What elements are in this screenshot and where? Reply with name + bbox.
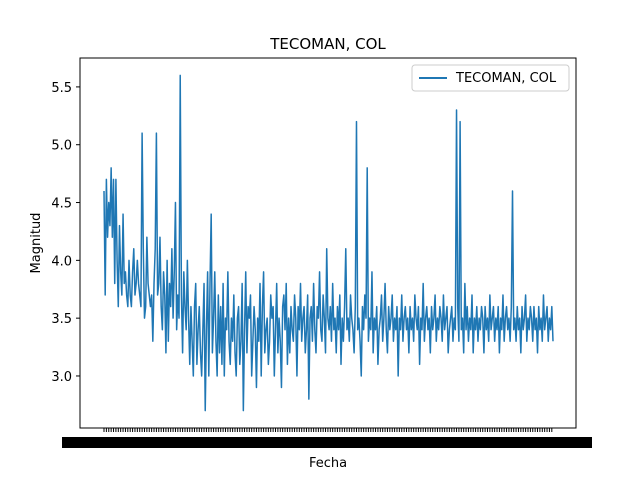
series-layer bbox=[103, 74, 554, 412]
x-tick-labels-overlapping bbox=[62, 437, 592, 448]
y-tick-label: 3.0 bbox=[51, 370, 72, 385]
y-tick-label: 4.0 bbox=[51, 254, 72, 269]
plot-area: 3.0 3.5 4.0 4.5 5.0 5.5 bbox=[51, 57, 592, 448]
series-line-tecoman bbox=[103, 74, 554, 412]
legend-box bbox=[411, 64, 570, 92]
x-axis-label: Fecha bbox=[309, 456, 347, 471]
y-tick-label: 4.5 bbox=[51, 197, 72, 212]
x-axis bbox=[62, 428, 592, 448]
y-axis: 3.0 3.5 4.0 4.5 5.0 5.5 bbox=[51, 81, 80, 385]
legend: TECOMAN, COL bbox=[411, 64, 570, 92]
chart-title: TECOMAN, COL bbox=[269, 35, 386, 53]
y-axis-label: Magnitud bbox=[29, 213, 44, 274]
legend-label-tecoman: TECOMAN, COL bbox=[455, 71, 557, 86]
y-tick-label: 5.5 bbox=[51, 81, 72, 96]
y-tick-label: 5.0 bbox=[51, 139, 72, 154]
y-tick-label: 3.5 bbox=[51, 312, 72, 327]
